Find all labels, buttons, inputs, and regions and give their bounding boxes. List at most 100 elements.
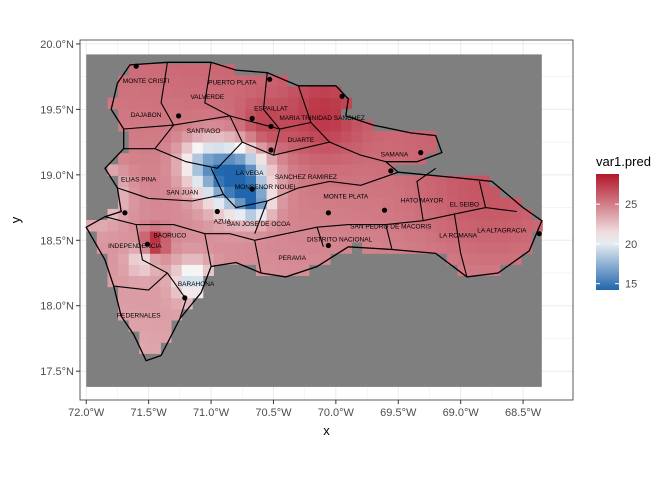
heatmap-cell [245, 231, 257, 243]
heatmap-cell [213, 164, 225, 176]
province-boundaries [85, 61, 543, 362]
heatmap-cell [287, 264, 299, 276]
heatmap-cell [181, 175, 193, 187]
heatmap-cell [425, 242, 437, 254]
heatmap-cell [277, 231, 289, 243]
heatmap-cell [149, 97, 161, 110]
heatmap-cell [287, 131, 299, 143]
heatmap-cell [118, 119, 130, 132]
heatmap-cell [351, 186, 363, 199]
heatmap-cell [383, 153, 395, 165]
heatmap-cell [139, 119, 151, 132]
heatmap-cell [393, 231, 405, 243]
province-label: MARIA TRINIDAD SANCHEZ [279, 115, 365, 122]
province-label: VALVERDE [190, 94, 224, 101]
heatmap-cell [277, 119, 289, 132]
heatmap-cell [383, 142, 395, 154]
heatmap-cell [149, 242, 161, 254]
heatmap-cell [500, 208, 511, 221]
heatmap-cell [128, 320, 140, 332]
province-label: ELIAS PINA [121, 176, 157, 183]
heatmap-cell [404, 242, 416, 254]
heatmap-cell [393, 208, 405, 221]
station-point [268, 147, 274, 153]
heatmap-cell [256, 186, 267, 199]
heatmap-cell [425, 231, 437, 243]
heatmap-cell [149, 75, 161, 87]
heatmap-cell [96, 242, 108, 254]
province-boundary [123, 115, 312, 130]
heatmap-cell [319, 253, 331, 265]
heatmap-cell [224, 153, 236, 165]
heatmap-cell [128, 175, 140, 187]
province-boundary [117, 171, 399, 209]
heatmap-cell [224, 75, 236, 87]
heatmap-cell [86, 220, 98, 232]
heatmap-cell [372, 186, 384, 199]
heatmap-cell [213, 108, 225, 121]
heatmap-cell [489, 231, 501, 243]
heatmap-cell [107, 231, 119, 243]
heatmap-cell [202, 131, 214, 143]
heatmap-cell [351, 119, 363, 132]
province-label: INDEPENDENCIA [108, 243, 162, 250]
heatmap-cell [319, 220, 331, 232]
province-boundary [262, 72, 281, 156]
heatmap-cell [383, 208, 395, 221]
heatmap-cell [425, 197, 437, 210]
heatmap-cell [298, 153, 310, 165]
heatmap-cell [340, 153, 352, 165]
heatmap-cell [277, 197, 289, 210]
province-boundary [478, 181, 487, 208]
heatmap-cell [521, 220, 533, 232]
heatmap-cell [319, 197, 331, 210]
heatmap-cell [298, 208, 310, 221]
heatmap-cell [256, 131, 267, 143]
heatmap-cell [149, 131, 161, 143]
heatmap-cell [287, 208, 299, 221]
heatmap-cell [500, 242, 511, 254]
station-point [267, 76, 273, 82]
province-label: LA ROMANA [439, 233, 478, 240]
heatmap-cell [171, 131, 183, 143]
heatmap-cell [478, 186, 490, 199]
heatmap-cell [340, 97, 352, 110]
heatmap-cell [139, 142, 151, 154]
heatmap-cell [266, 86, 278, 98]
heatmap-cell [319, 86, 331, 98]
heatmap-cell [213, 253, 225, 265]
province-boundary [254, 240, 262, 274]
heatmap-cell [489, 242, 501, 254]
heatmap-cell [202, 164, 214, 176]
province-boundary [154, 62, 175, 150]
province-label: BARAHONA [178, 281, 215, 288]
heatmap-cell [457, 253, 469, 265]
heatmap-cell [309, 242, 320, 254]
heatmap-cell [160, 197, 172, 210]
heatmap-cell [139, 86, 151, 98]
station-point [268, 123, 274, 129]
heatmap-cell [139, 242, 151, 254]
heatmap-cell [139, 286, 151, 299]
heatmap-cell [181, 119, 193, 132]
heatmap-cell [457, 208, 469, 221]
heatmap-cell [107, 275, 119, 288]
heatmap-cell [531, 220, 543, 232]
heatmap-cell [118, 297, 130, 310]
heatmap-cell [149, 153, 161, 165]
heatmap-cell [415, 153, 427, 165]
heatmap-cell [245, 108, 257, 121]
heatmap-cell [446, 175, 458, 187]
heatmap-cell [245, 208, 257, 221]
heatmap-cell [234, 175, 246, 187]
heatmap-cell [224, 197, 236, 210]
heatmap-cell [309, 97, 320, 110]
heatmap-cell [181, 286, 193, 299]
heatmap-cell [277, 186, 289, 199]
province-label: AZUA [214, 218, 232, 225]
heatmap-cell [118, 164, 130, 176]
heatmap-cell [277, 142, 289, 154]
heatmap-cell [256, 97, 267, 110]
heatmap-cell [393, 220, 405, 232]
heatmap-cell [224, 64, 236, 76]
